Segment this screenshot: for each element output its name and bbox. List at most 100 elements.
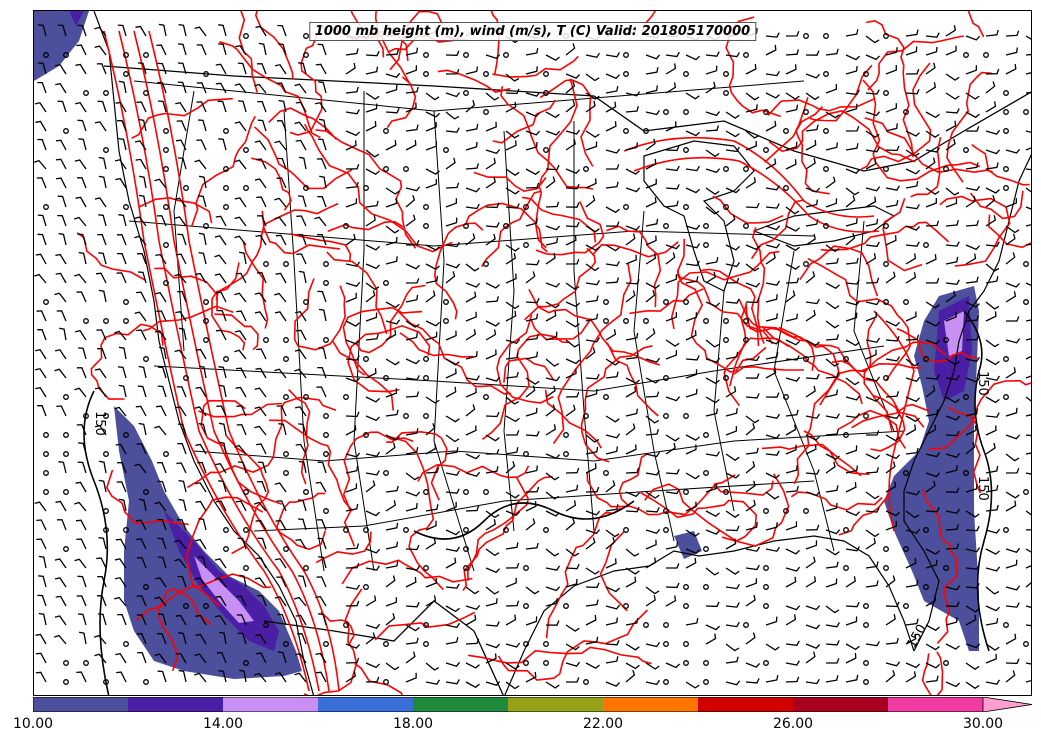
wind-barb-icon [465, 66, 479, 75]
wind-barb-icon [805, 651, 816, 664]
wind-barb-icon [825, 257, 839, 265]
wind-barb-icon [485, 466, 499, 474]
calm-circle-icon [1023, 261, 1029, 267]
wind-barb-icon [985, 643, 1000, 651]
colorbar-tick-label: 22.00 [582, 716, 624, 732]
wind-barb-icon [705, 408, 719, 417]
wind-barb-icon [215, 215, 227, 227]
wind-barb-icon [1025, 147, 1031, 151]
wind-barb-icon [685, 369, 698, 379]
wind-barb-icon [94, 197, 107, 208]
wind-barb-icon [925, 452, 941, 458]
wind-barb-icon [925, 385, 936, 398]
wind-barb-icon [985, 162, 999, 170]
wind-barb-icon [725, 656, 739, 664]
wind-barb-icon [176, 386, 187, 398]
calm-circle-icon [923, 356, 929, 362]
wind-barb-icon [985, 263, 1000, 272]
wind-barb-icon [98, 479, 107, 493]
wind-barb-icon [606, 164, 620, 170]
wind-barb-icon [445, 501, 457, 512]
wind-barb-icon [114, 596, 127, 607]
wind-barb-icon [345, 465, 359, 474]
calm-circle-icon [903, 603, 909, 609]
calm-circle-icon [83, 90, 89, 96]
wind-barb-icon [825, 413, 840, 419]
us-mexico-border [263, 600, 504, 695]
wind-barb-icon [525, 431, 540, 437]
wind-barb-icon [76, 367, 87, 379]
wind-barb-icon [745, 461, 756, 474]
colorbar-segment [318, 697, 413, 712]
wind-barb-icon [605, 586, 621, 593]
calm-circle-icon [283, 356, 289, 362]
temperature-contour [640, 491, 758, 542]
wind-barb-icon [36, 310, 47, 322]
wind-barb-icon [137, 557, 147, 569]
wind-barb-icon [36, 538, 47, 550]
wind-barb-icon [254, 311, 267, 322]
wind-barb-icon [134, 216, 147, 227]
wind-barb-icon [55, 158, 67, 170]
wind-barb-icon [725, 643, 740, 652]
wind-barb-icon [214, 558, 227, 569]
wind-barb-icon [745, 63, 757, 75]
wind-barb-icon [565, 258, 580, 265]
calm-circle-icon [423, 565, 429, 571]
temperature-contour [293, 278, 346, 351]
wind-barb-icon [785, 566, 801, 572]
wind-barb-icon [785, 614, 797, 626]
wind-barb-icon [158, 23, 167, 37]
wind-barb-icon [905, 130, 920, 137]
calm-circle-icon [243, 147, 249, 153]
wind-barb-icon [255, 633, 267, 645]
wind-barb-icon [316, 576, 327, 588]
wind-barb-icon [1025, 224, 1031, 227]
wind-barb-icon [645, 391, 660, 398]
wind-barb-icon [845, 653, 857, 664]
temperature-contour [864, 117, 993, 174]
wind-barb-icon [665, 274, 678, 284]
wind-barb-icon [945, 430, 960, 437]
wind-barb-icon [945, 452, 961, 459]
wind-barb-icon [235, 272, 247, 284]
wind-barb-icon [965, 220, 980, 227]
calm-circle-icon [943, 565, 949, 571]
temperature-contour [473, 171, 547, 193]
wind-barb-icon [257, 119, 267, 132]
wind-barb-icon [293, 596, 307, 607]
calm-circle-icon [303, 33, 309, 39]
calm-circle-icon [1003, 394, 1009, 400]
wind-barb-icon [605, 433, 621, 439]
calm-circle-icon [423, 71, 429, 77]
wind-barb-icon [465, 203, 480, 210]
temperature-contour [552, 262, 632, 444]
wind-barb-icon [625, 617, 639, 626]
wind-barb-icon [294, 368, 307, 379]
wind-barb-icon [196, 101, 207, 113]
wind-barb-icon [485, 202, 500, 209]
wind-barb-icon [54, 349, 67, 360]
wind-barb-icon [445, 546, 461, 552]
wind-barb-icon [275, 519, 287, 531]
wind-barb-icon [405, 65, 418, 75]
wind-barb-icon [745, 480, 756, 493]
wind-barb-icon [745, 447, 759, 455]
wind-barb-icon [885, 185, 901, 191]
wind-barb-icon [258, 42, 267, 56]
wind-barb-icon [445, 415, 460, 423]
wind-barb-icon [345, 600, 360, 607]
calm-circle-icon [283, 470, 289, 476]
wind-barb-icon [345, 643, 361, 649]
temperature-contour [988, 214, 1031, 249]
wind-barb-icon [177, 519, 187, 531]
wind-barb-icon [97, 100, 107, 113]
wind-barb-icon [605, 604, 621, 610]
wind-barb-icon [1025, 243, 1031, 246]
wind-barb-icon [545, 491, 560, 500]
wind-barb-icon [685, 312, 698, 322]
wind-barb-icon [78, 138, 87, 151]
wind-barb-icon [725, 567, 740, 575]
calm-circle-icon [323, 432, 329, 438]
wind-barb-icon [237, 632, 247, 645]
